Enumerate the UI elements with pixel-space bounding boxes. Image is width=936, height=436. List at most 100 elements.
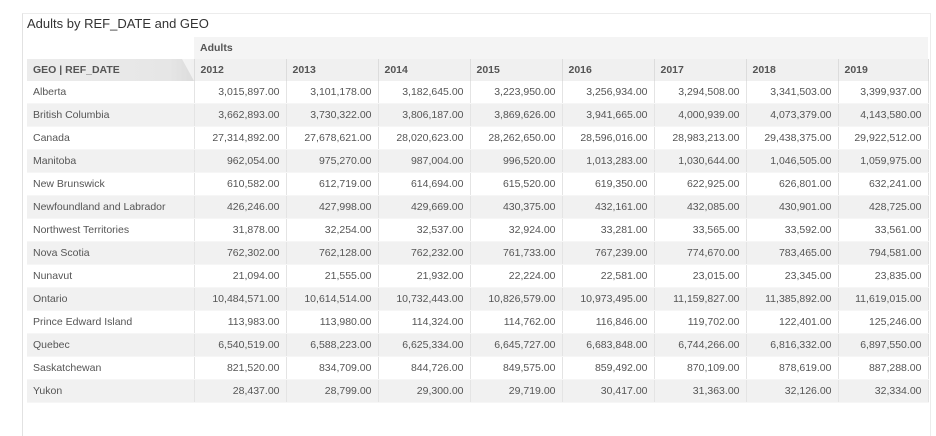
geo-cell[interactable]: New Brunswick [27, 172, 195, 196]
year-header[interactable]: 2016 [562, 59, 655, 81]
table-row: British Columbia 3,662,893.00 3,730,322.00… [27, 103, 929, 127]
value-cell: 32,924.00 [470, 218, 563, 242]
value-cell: 632,241.00 [838, 172, 929, 196]
geo-cell[interactable]: Saskatchewan [27, 356, 195, 380]
year-header[interactable]: 2012 [194, 59, 287, 81]
year-header[interactable]: 2015 [470, 59, 563, 81]
value-cell: 31,363.00 [654, 379, 747, 403]
value-cell: 32,537.00 [378, 218, 471, 242]
value-cell: 22,581.00 [562, 264, 655, 288]
value-cell: 619,350.00 [562, 172, 655, 196]
year-header[interactable]: 2018 [746, 59, 839, 81]
value-cell: 21,555.00 [286, 264, 379, 288]
header-blank-cell [27, 37, 194, 59]
value-cell: 10,484,571.00 [194, 287, 287, 311]
pivot-table: Adults GEO | REF_DATE 2012 2013 2014 2015 20… [27, 37, 929, 403]
value-cell: 22,224.00 [470, 264, 563, 288]
value-cell: 3,399,937.00 [838, 81, 929, 104]
value-cell: 33,281.00 [562, 218, 655, 242]
value-cell: 3,869,626.00 [470, 103, 563, 127]
value-cell: 6,588,223.00 [286, 333, 379, 357]
value-cell: 774,670.00 [654, 241, 747, 265]
value-cell: 6,683,848.00 [562, 333, 655, 357]
value-cell: 3,101,178.00 [286, 81, 379, 104]
value-cell: 28,596,016.00 [562, 126, 655, 150]
geo-cell[interactable]: Manitoba [27, 149, 195, 173]
table-row: Manitoba 962,054.00 975,270.00 987,004.00 99… [27, 149, 929, 173]
value-cell: 762,128.00 [286, 241, 379, 265]
table-row: Newfoundland and Labrador 426,246.00 427,9… [27, 195, 929, 219]
value-cell: 1,059,975.00 [838, 149, 929, 173]
year-header[interactable]: 2019 [838, 59, 929, 81]
year-header[interactable]: 2014 [378, 59, 471, 81]
geo-ref-date-header[interactable]: GEO | REF_DATE [27, 59, 195, 81]
geo-cell[interactable]: Prince Edward Island [27, 310, 195, 334]
value-cell: 615,520.00 [470, 172, 563, 196]
table-row: Nunavut 21,094.00 21,555.00 21,932.00 22,224… [27, 264, 929, 288]
table-row: Ontario 10,484,571.00 10,614,514.00 10,732,… [27, 287, 929, 311]
geo-cell[interactable]: Alberta [27, 81, 195, 104]
geo-cell[interactable]: British Columbia [27, 103, 195, 127]
table-body: Alberta 3,015,897.00 3,101,178.00 3,182,645… [27, 81, 929, 403]
geo-cell[interactable]: Nunavut [27, 264, 195, 288]
value-cell: 3,294,508.00 [654, 81, 747, 104]
value-cell: 1,013,283.00 [562, 149, 655, 173]
value-cell: 1,030,644.00 [654, 149, 747, 173]
value-cell: 33,561.00 [838, 218, 929, 242]
value-cell: 427,998.00 [286, 195, 379, 219]
pivot-table-panel: Adults by REF_DATE and GEO Adults GEO | … [22, 13, 931, 436]
geo-cell[interactable]: Canada [27, 126, 195, 150]
geo-cell[interactable]: Quebec [27, 333, 195, 357]
geo-cell[interactable]: Newfoundland and Labrador [27, 195, 195, 219]
value-cell: 23,345.00 [746, 264, 839, 288]
table-row: Northwest Territories 31,878.00 32,254.00 3… [27, 218, 929, 242]
value-cell: 794,581.00 [838, 241, 929, 265]
value-cell: 6,645,727.00 [470, 333, 563, 357]
value-cell: 6,816,332.00 [746, 333, 839, 357]
value-cell: 11,385,892.00 [746, 287, 839, 311]
value-cell: 6,625,334.00 [378, 333, 471, 357]
value-cell: 29,922,512.00 [838, 126, 929, 150]
value-cell: 975,270.00 [286, 149, 379, 173]
value-cell: 125,246.00 [838, 310, 929, 334]
year-header[interactable]: 2017 [654, 59, 747, 81]
value-cell: 31,878.00 [194, 218, 287, 242]
value-cell: 3,256,934.00 [562, 81, 655, 104]
value-cell: 626,801.00 [746, 172, 839, 196]
value-cell: 10,732,443.00 [378, 287, 471, 311]
value-cell: 32,334.00 [838, 379, 929, 403]
value-cell: 28,437.00 [194, 379, 287, 403]
table-row: Prince Edward Island 113,983.00 113,980.00… [27, 310, 929, 334]
value-cell: 3,806,187.00 [378, 103, 471, 127]
value-cell: 29,438,375.00 [746, 126, 839, 150]
value-cell: 27,678,621.00 [286, 126, 379, 150]
value-cell: 4,073,379.00 [746, 103, 839, 127]
value-cell: 21,932.00 [378, 264, 471, 288]
value-cell: 27,314,892.00 [194, 126, 287, 150]
value-cell: 1,046,505.00 [746, 149, 839, 173]
value-cell: 878,619.00 [746, 356, 839, 380]
year-header[interactable]: 2013 [286, 59, 379, 81]
geo-cell[interactable]: Northwest Territories [27, 218, 195, 242]
table-row: Alberta 3,015,897.00 3,101,178.00 3,182,645… [27, 81, 929, 104]
value-cell: 113,983.00 [194, 310, 287, 334]
geo-cell[interactable]: Nova Scotia [27, 241, 195, 265]
value-cell: 996,520.00 [470, 149, 563, 173]
table-row: Canada 27,314,892.00 27,678,621.00 28,020,6… [27, 126, 929, 150]
value-cell: 762,232.00 [378, 241, 471, 265]
value-cell: 887,288.00 [838, 356, 929, 380]
value-cell: 119,702.00 [654, 310, 747, 334]
value-cell: 4,000,939.00 [654, 103, 747, 127]
measure-header[interactable]: Adults [194, 37, 928, 59]
table-title: Adults by REF_DATE and GEO [27, 16, 209, 31]
value-cell: 612,719.00 [286, 172, 379, 196]
value-cell: 3,223,950.00 [470, 81, 563, 104]
value-cell: 987,004.00 [378, 149, 471, 173]
value-cell: 870,109.00 [654, 356, 747, 380]
value-cell: 3,941,665.00 [562, 103, 655, 127]
geo-cell[interactable]: Yukon [27, 379, 195, 403]
geo-cell[interactable]: Ontario [27, 287, 195, 311]
value-cell: 28,983,213.00 [654, 126, 747, 150]
value-cell: 114,762.00 [470, 310, 563, 334]
value-cell: 28,020,623.00 [378, 126, 471, 150]
